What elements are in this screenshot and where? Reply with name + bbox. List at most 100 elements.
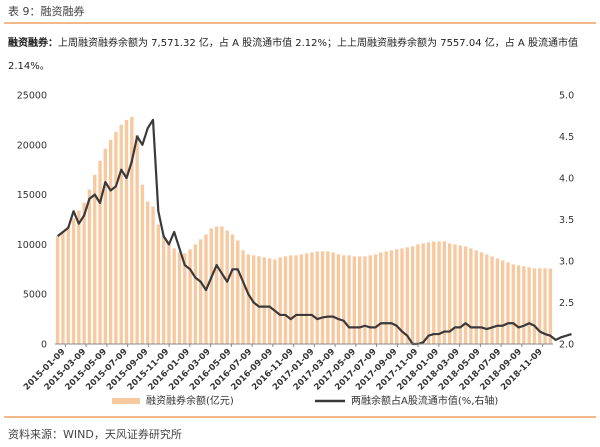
bar (172, 248, 176, 344)
bar (66, 226, 70, 344)
bar (114, 131, 118, 344)
bar (543, 268, 547, 344)
bar (267, 258, 272, 344)
right-axis-tick-label: 3.5 (559, 215, 574, 226)
bar (506, 262, 510, 344)
bar (437, 241, 441, 344)
bar (373, 254, 378, 344)
bar (511, 264, 515, 344)
right-axis-tick-label: 4.5 (559, 132, 574, 143)
bar (177, 252, 182, 344)
bar (326, 251, 330, 344)
bar (299, 254, 304, 344)
bar (108, 139, 113, 344)
bar (458, 245, 462, 344)
bar (82, 202, 86, 344)
margin-financing-chart: 0 5000 10000 15000 20000 25000 2.0 2.5 3.0 3.5 4.0… (17, 91, 574, 408)
bar (527, 267, 531, 344)
right-axis-tick-label: 3.0 (559, 257, 574, 268)
legend-bar-swatch (112, 398, 140, 404)
bar (479, 252, 484, 344)
bar (289, 255, 293, 344)
bar (522, 266, 526, 344)
bar (495, 258, 500, 344)
bar (463, 246, 468, 344)
header-divider (4, 22, 596, 24)
bar (188, 249, 192, 344)
bar (336, 254, 341, 344)
bar (278, 257, 282, 344)
bar (151, 206, 155, 344)
bar (379, 252, 383, 344)
bar (400, 248, 404, 344)
left-axis-tick-label: 10000 (17, 240, 47, 251)
bar (283, 256, 288, 344)
bar (442, 241, 447, 344)
bar (347, 255, 351, 344)
bar (225, 230, 229, 344)
source-note: 资料来源：WIND，天风证券研究所 (8, 428, 182, 441)
ratio-line (56, 118, 572, 346)
bar (135, 134, 139, 344)
bar (469, 248, 473, 344)
bar (119, 124, 123, 344)
bar (87, 189, 92, 344)
bar (304, 253, 309, 344)
bar (167, 242, 171, 344)
bar (246, 254, 251, 344)
bar (352, 256, 357, 344)
bar (98, 160, 102, 344)
bar (220, 226, 224, 344)
summary-body: 上周融资融券余额为 7,571.32 亿，占 A 股流通市值 2.12%；上上周… (8, 38, 578, 72)
chart-legend: 融资融券余额(亿元) 两融余额占A股流通市值(%,右轴) (112, 394, 498, 407)
right-axis-tick-label: 5.0 (559, 91, 574, 102)
bar (538, 268, 542, 344)
bar (146, 201, 150, 344)
left-axis-tick-label: 20000 (17, 140, 47, 151)
bar (421, 243, 425, 344)
bar (410, 246, 415, 344)
summary-lead: 融资融券： (8, 38, 58, 49)
bar (532, 268, 537, 344)
bar (389, 250, 394, 344)
bar (61, 232, 65, 344)
left-axis-tick-label: 15000 (17, 190, 47, 201)
bar (103, 148, 108, 344)
bar (315, 251, 319, 344)
bar (156, 224, 160, 344)
bar (199, 239, 203, 344)
bar (516, 265, 521, 344)
table-header: 表 9：融资融券 (8, 5, 85, 18)
footer-divider (4, 416, 596, 418)
bar (124, 119, 129, 345)
left-axis-tick-label: 0 (41, 340, 47, 351)
bar (405, 247, 409, 344)
bar (130, 116, 134, 344)
bar (357, 256, 362, 344)
bar (209, 228, 213, 344)
bar (500, 260, 505, 344)
bar (161, 236, 166, 344)
bar (71, 218, 76, 344)
bar (214, 226, 219, 344)
bar (416, 244, 420, 344)
right-axis-tick-label: 4.0 (559, 174, 574, 185)
bar (426, 242, 431, 344)
bar (55, 236, 60, 344)
summary-text: 融资融券：上周融资融券余额为 7,571.32 亿，占 A 股流通市值 2.12… (8, 32, 594, 78)
bar (230, 234, 235, 344)
bar (384, 251, 388, 344)
legend-line-label: 两融余额占A股流通市值(%,右轴) (351, 394, 498, 407)
bar (294, 255, 298, 344)
bar (236, 240, 240, 344)
bar (548, 268, 553, 344)
left-axis-tick-label: 5000 (23, 290, 47, 301)
bar (183, 253, 187, 344)
line-series (56, 118, 572, 346)
bar (262, 257, 266, 344)
bar (331, 252, 335, 344)
legend-bar-label: 融资融券余额(亿元) (146, 394, 234, 407)
bar (320, 251, 325, 344)
bar (140, 184, 145, 344)
bar (368, 255, 372, 344)
